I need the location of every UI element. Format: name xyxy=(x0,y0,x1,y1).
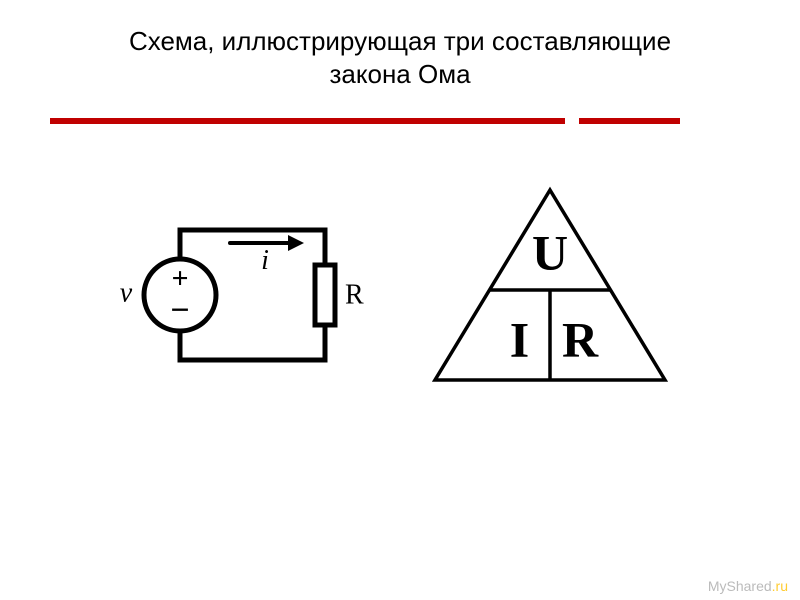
divider xyxy=(50,118,680,124)
watermark-a: MyShared xyxy=(708,578,772,594)
title-line-2: закона Ома xyxy=(329,59,470,89)
divider-bar xyxy=(50,118,680,124)
triangle-panel: U I R xyxy=(420,175,680,400)
triangle-svg: U I R xyxy=(420,175,680,395)
label-i-tri: I xyxy=(510,311,529,367)
label-r: R xyxy=(345,279,364,310)
watermark-b: .ru xyxy=(772,578,788,594)
watermark: MyShared.ru xyxy=(708,578,788,594)
circuit-panel: v + − i R xyxy=(120,175,380,400)
circuit-svg: v + − i R xyxy=(120,175,380,395)
label-i: i xyxy=(261,245,269,276)
resistor-icon xyxy=(315,265,335,325)
page-title: Схема, иллюстрирующая три составляющие з… xyxy=(0,25,800,90)
figures-row: v + − i R U I R xyxy=(0,175,800,400)
slide: Схема, иллюстрирующая три составляющие з… xyxy=(0,0,800,600)
divider-gap xyxy=(565,118,579,124)
current-arrow-head xyxy=(288,235,304,251)
label-u: U xyxy=(532,224,568,280)
title-line-1: Схема, иллюстрирующая три составляющие xyxy=(129,26,671,56)
label-plus: + xyxy=(171,262,188,295)
wire-bottom xyxy=(180,325,325,360)
label-v: v xyxy=(120,277,133,308)
label-minus: − xyxy=(170,292,189,329)
label-r-tri: R xyxy=(562,311,599,367)
wire-top xyxy=(180,230,325,265)
